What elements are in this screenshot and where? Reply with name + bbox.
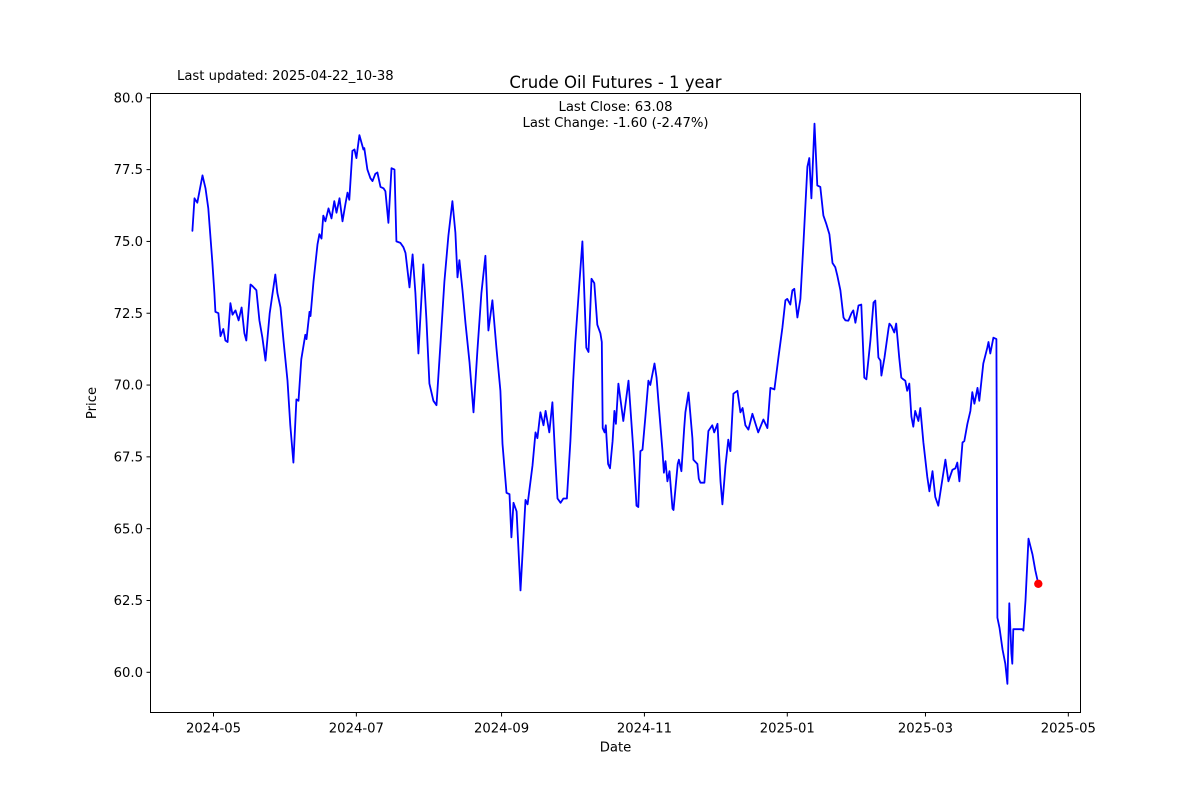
annotation-last-close: Last Close: 63.08 — [559, 100, 673, 115]
y-tick-label: 65.0 — [114, 522, 143, 537]
y-tick-label: 67.5 — [114, 450, 143, 465]
y-tick-label: 75.0 — [114, 235, 143, 250]
y-tick-label: 72.5 — [114, 307, 143, 322]
x-tick-label: 2024-07 — [329, 722, 384, 737]
x-tick-label: 2024-11 — [617, 722, 672, 737]
x-tick-label: 2025-05 — [1041, 722, 1096, 737]
x-axis-ticks: 2024-05 2024-07 2024-09 2024-11 2025-01 2025-… — [186, 712, 1096, 737]
y-tick-label: 80.0 — [114, 91, 143, 106]
price-line — [191, 122, 1040, 685]
y-tick-label: 77.5 — [114, 163, 143, 178]
x-tick-label: 2025-01 — [760, 722, 815, 737]
x-tick-label: 2024-09 — [474, 722, 529, 737]
chart-title: Crude Oil Futures - 1 year — [509, 73, 721, 92]
y-tick-label: 60.0 — [114, 666, 143, 681]
x-axis-label: Date — [600, 741, 632, 756]
y-tick-label: 62.5 — [114, 594, 143, 609]
annotation-last-change: Last Change: -1.60 (-2.47%) — [522, 116, 708, 131]
last-point-marker — [1034, 579, 1043, 588]
last-updated-label: Last updated: 2025-04-22_10-38 — [177, 69, 394, 84]
x-tick-label: 2024-05 — [186, 722, 241, 737]
y-axis-ticks: 60.0 62.5 65.0 67.5 70.0 72.5 75.0 77.5 80.0 — [114, 91, 151, 681]
x-tick-label: 2025-03 — [898, 722, 953, 737]
y-tick-label: 70.0 — [114, 379, 143, 394]
y-axis-label: Price — [85, 387, 100, 419]
plot-frame — [150, 93, 1081, 713]
